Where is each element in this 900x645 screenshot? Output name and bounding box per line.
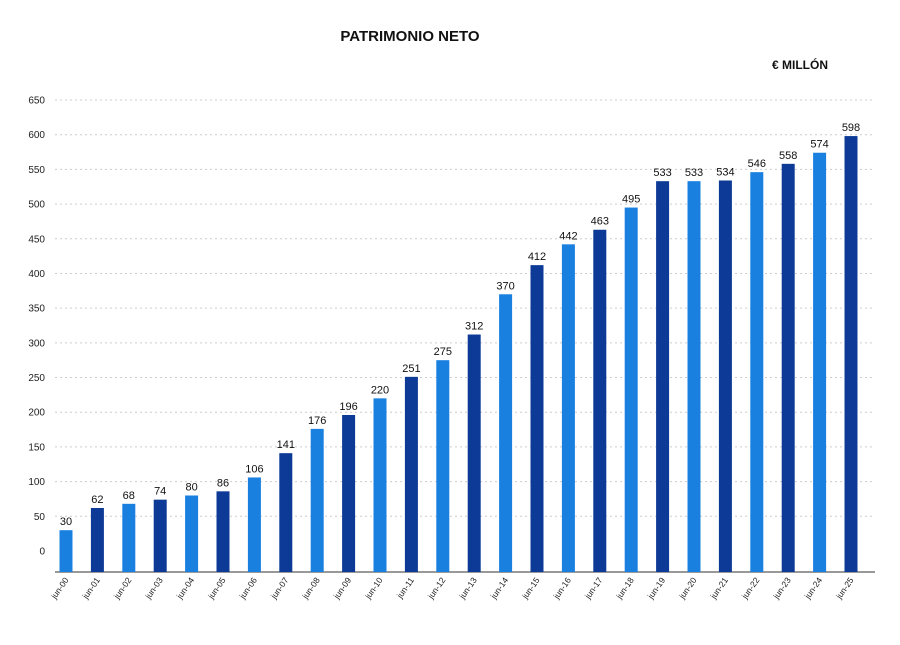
bar [687,181,701,572]
bar [404,376,418,572]
data-label: 412 [528,251,546,263]
x-tick-label: jun-02 [111,575,133,601]
y-tick-label: 550 [28,165,45,176]
x-tick-label: jun-05 [205,575,227,601]
bar [59,530,73,572]
data-label: 86 [217,477,229,489]
y-tick-label: 450 [28,234,45,245]
y-tick-label: 100 [28,477,45,488]
data-label: 275 [434,346,452,358]
x-tick-label: jun-20 [676,575,698,601]
data-label: 80 [185,481,197,493]
x-tick-label: jun-22 [739,575,761,601]
x-tick-label: jun-11 [394,575,416,601]
x-tick-label: jun-14 [488,575,510,601]
x-tick-label: jun-18 [614,575,636,601]
data-label: 558 [779,150,797,162]
data-label: 62 [91,494,103,506]
data-label: 220 [371,384,389,396]
bar [781,163,795,572]
bar [342,415,356,572]
bar [467,334,481,572]
bar [373,398,387,572]
data-label: 533 [653,167,671,179]
data-label: 442 [559,230,577,242]
y-tick-label: 650 [28,96,45,107]
data-label: 251 [402,363,420,375]
bar [530,265,544,572]
data-label: 30 [60,516,72,528]
x-tick-label: jun-15 [519,575,541,601]
x-tick-label: jun-13 [457,575,479,601]
bar [216,491,230,572]
data-label: 463 [591,216,609,228]
data-label: 598 [842,122,860,134]
bar [624,207,638,573]
x-tick-label: jun-00 [48,575,70,601]
data-label: 196 [339,401,357,413]
data-label: 495 [622,194,640,206]
data-label: 312 [465,321,483,333]
x-tick-label: jun-25 [833,575,855,601]
data-label: 176 [308,415,326,427]
data-label: 533 [685,167,703,179]
x-tick-label: jun-24 [802,575,824,601]
data-label: 68 [123,490,135,502]
y-tick-label: 150 [28,442,45,453]
bar [90,507,104,572]
y-tick-label: 400 [28,269,45,280]
y-tick-label: 250 [28,373,45,384]
bar [247,477,261,572]
x-tick-label: jun-03 [143,575,165,601]
x-tick-label: jun-06 [237,575,259,601]
x-tick-label: jun-01 [80,575,102,601]
data-label: 106 [245,463,263,475]
data-label: 74 [154,486,166,498]
bar [279,453,293,572]
unit-label: € MILLÓN [772,58,828,72]
x-tick-label: jun-10 [362,575,384,601]
x-tick-label: jun-07 [268,575,290,601]
bar [185,495,199,572]
x-tick-label: jun-12 [425,575,447,601]
y-tick-label: 50 [34,512,46,523]
data-label: 534 [716,166,734,178]
y-tick-label: 300 [28,338,45,349]
x-tick-label: jun-23 [771,575,793,601]
chart-title: PATRIMONIO NETO [340,28,480,45]
y-tick-label: 500 [28,200,45,211]
x-tick-label: jun-21 [708,575,730,601]
data-label: 370 [496,280,514,292]
y-tick-label: 200 [28,408,45,419]
bar [844,136,858,572]
bar [656,181,670,572]
bar [310,428,324,572]
bar [561,244,575,572]
x-tick-label: jun-17 [582,575,604,601]
x-tick-label: jun-08 [300,575,322,601]
data-label: 546 [748,158,766,170]
bar [813,152,827,573]
y-tick-label: 600 [28,130,45,141]
data-label: 141 [277,439,295,451]
x-tick-label: jun-16 [551,575,573,601]
bar [593,229,607,572]
y-tick-label: 0 [39,547,45,558]
y-tick-label: 350 [28,304,45,315]
bar [153,499,167,572]
bar [499,294,513,572]
bar [750,172,764,572]
bar [122,503,136,572]
data-label: 574 [810,139,828,151]
x-tick-label: jun-09 [331,575,353,601]
x-tick-label: jun-04 [174,575,196,601]
bar [718,180,732,573]
x-tick-label: jun-19 [645,575,667,601]
bar [436,360,450,572]
